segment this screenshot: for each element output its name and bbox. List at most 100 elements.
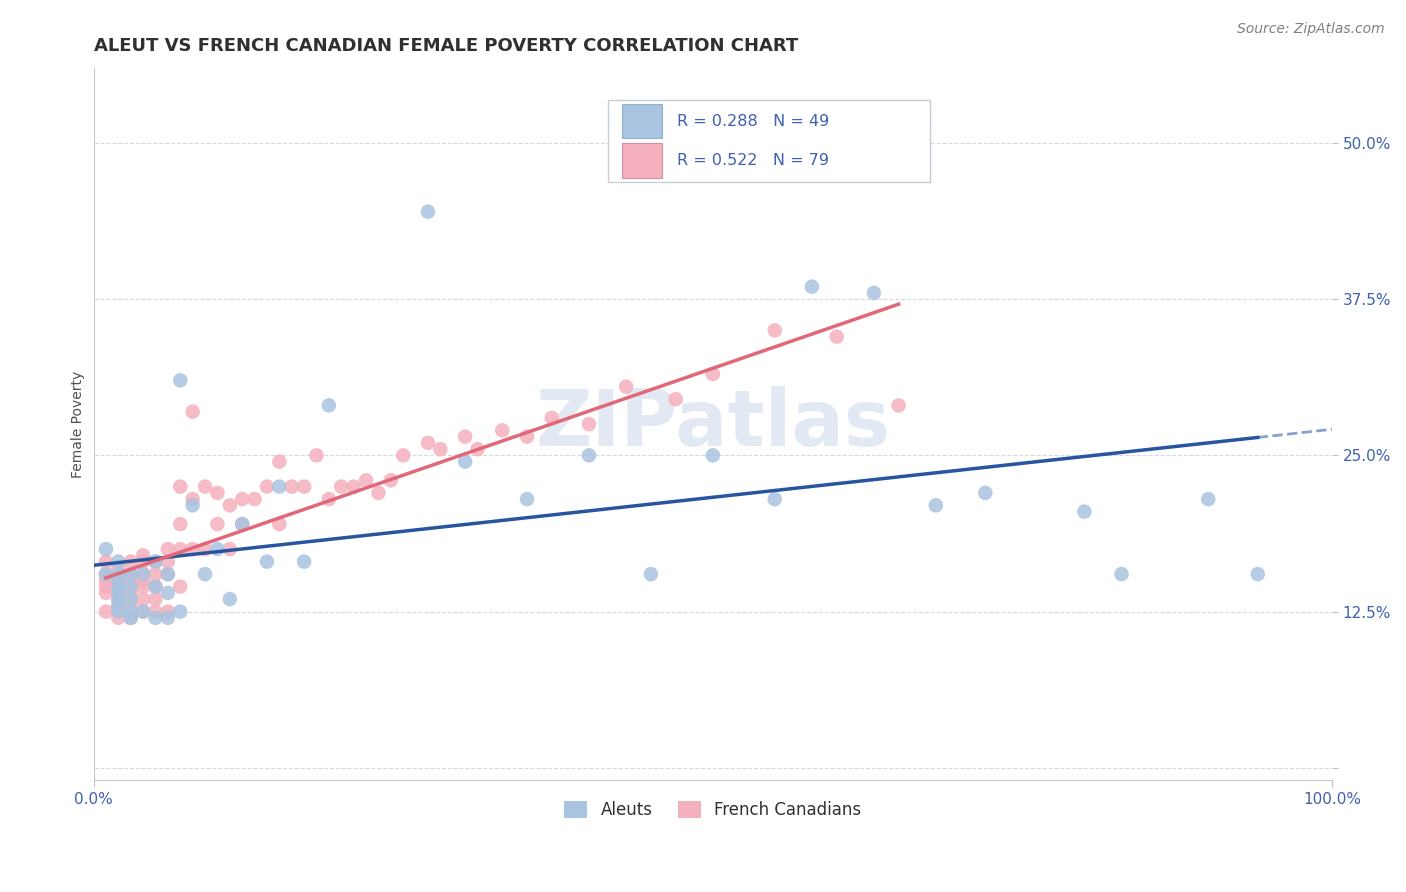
Point <box>120 555 142 569</box>
Point <box>145 605 167 619</box>
Point <box>516 429 538 443</box>
Point <box>107 574 129 588</box>
Point <box>107 574 129 588</box>
FancyBboxPatch shape <box>623 104 662 138</box>
Point <box>94 567 117 582</box>
Point <box>132 555 155 569</box>
Point <box>467 442 489 457</box>
Point <box>1247 567 1270 582</box>
Point <box>94 574 117 588</box>
Point <box>120 611 142 625</box>
Point <box>107 592 129 607</box>
Point <box>1111 567 1133 582</box>
Point <box>156 542 179 557</box>
Point <box>120 586 142 600</box>
Point <box>318 492 340 507</box>
Point <box>169 605 191 619</box>
Point <box>145 555 167 569</box>
Point <box>218 499 240 513</box>
Point <box>94 580 117 594</box>
Point <box>429 442 451 457</box>
Point <box>416 436 439 450</box>
Point <box>330 480 353 494</box>
Point <box>181 404 204 418</box>
Point <box>132 549 155 563</box>
Point <box>181 542 204 557</box>
Point <box>578 449 600 463</box>
Point <box>107 599 129 613</box>
Point <box>578 417 600 431</box>
Point <box>107 580 129 594</box>
Point <box>516 492 538 507</box>
Point <box>318 398 340 412</box>
Point <box>107 592 129 607</box>
Point <box>800 279 823 293</box>
Point <box>156 567 179 582</box>
Point <box>132 592 155 607</box>
Point <box>107 555 129 569</box>
Point <box>94 555 117 569</box>
Point <box>132 567 155 582</box>
Point <box>120 580 142 594</box>
Point <box>107 611 129 625</box>
Point <box>269 480 291 494</box>
Point <box>120 567 142 582</box>
Point <box>354 474 377 488</box>
Point <box>156 567 179 582</box>
Point <box>169 542 191 557</box>
Point <box>614 379 637 393</box>
Y-axis label: Female Poverty: Female Poverty <box>72 370 86 478</box>
Point <box>107 599 129 613</box>
Text: ZIPatlas: ZIPatlas <box>536 386 890 462</box>
Point <box>194 542 217 557</box>
Point <box>207 517 229 532</box>
Point <box>256 555 278 569</box>
Point <box>156 605 179 619</box>
Point <box>392 449 415 463</box>
Point <box>763 492 786 507</box>
Point <box>640 567 662 582</box>
Point <box>145 580 167 594</box>
Point <box>292 480 315 494</box>
Point <box>120 567 142 582</box>
Point <box>974 486 997 500</box>
Point <box>120 605 142 619</box>
Text: Source: ZipAtlas.com: Source: ZipAtlas.com <box>1237 22 1385 37</box>
Point <box>269 455 291 469</box>
Point <box>107 561 129 575</box>
Point <box>665 392 688 406</box>
Point <box>763 323 786 337</box>
Point <box>145 567 167 582</box>
Point <box>107 605 129 619</box>
Point <box>181 499 204 513</box>
Point <box>94 586 117 600</box>
Point <box>702 367 724 381</box>
Point <box>132 574 155 588</box>
Point <box>863 285 886 300</box>
Point <box>1073 505 1095 519</box>
Point <box>169 517 191 532</box>
Point <box>94 605 117 619</box>
Point <box>218 542 240 557</box>
Point <box>380 474 402 488</box>
Point <box>132 605 155 619</box>
FancyBboxPatch shape <box>607 100 929 182</box>
Point <box>231 517 253 532</box>
Text: ALEUT VS FRENCH CANADIAN FEMALE POVERTY CORRELATION CHART: ALEUT VS FRENCH CANADIAN FEMALE POVERTY … <box>94 37 797 55</box>
Text: R = 0.522   N = 79: R = 0.522 N = 79 <box>676 153 830 168</box>
Point <box>132 605 155 619</box>
Point <box>132 567 155 582</box>
Text: R = 0.288   N = 49: R = 0.288 N = 49 <box>676 114 830 128</box>
Point <box>94 567 117 582</box>
Point <box>1197 492 1219 507</box>
Point <box>825 329 848 343</box>
Point <box>416 204 439 219</box>
Point <box>132 580 155 594</box>
Point <box>243 492 266 507</box>
Point <box>107 567 129 582</box>
Point <box>120 599 142 613</box>
Point <box>156 555 179 569</box>
Point <box>145 555 167 569</box>
Point <box>120 611 142 625</box>
Point <box>540 410 562 425</box>
